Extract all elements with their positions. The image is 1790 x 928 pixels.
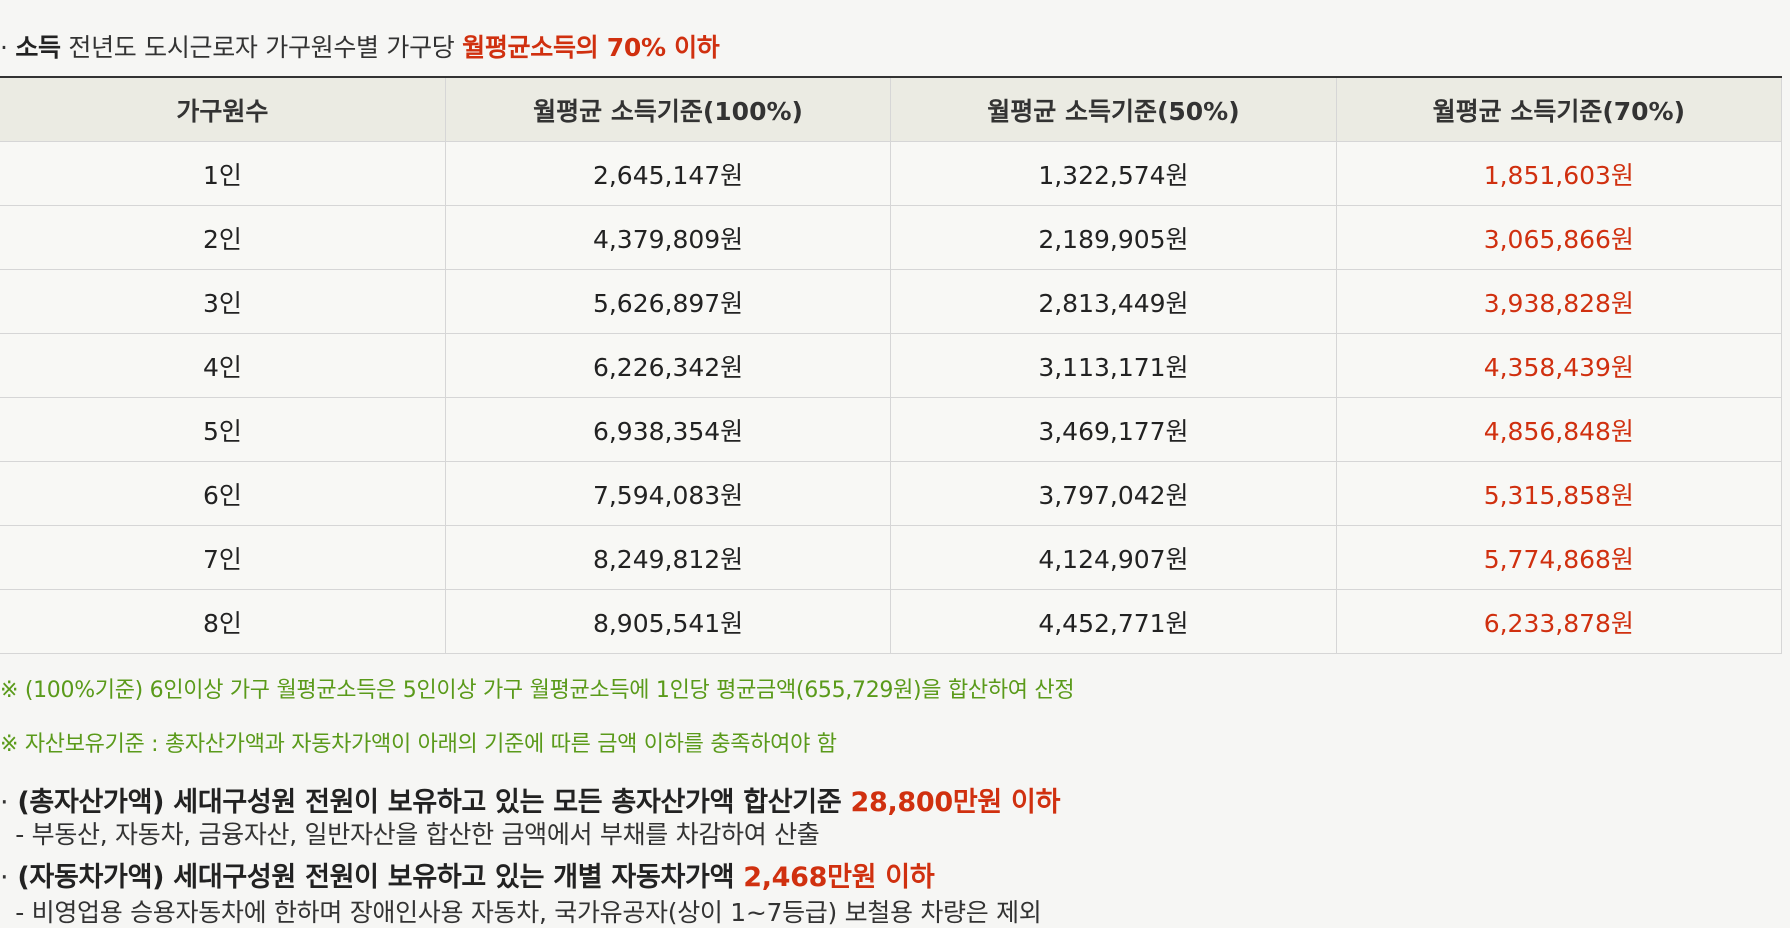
household-size-cell: 8인 [0,589,446,654]
car-value-text: (자동차가액) 세대구성원 전원이 보유하고 있는 개별 자동차가액 [8,862,744,893]
household-size-cell: 5인 [0,397,446,462]
income-100-cell: 2,645,147원 [445,141,892,206]
bullet: · [0,33,8,62]
table-row: 5인 6,938,354원 3,469,177원 4,856,848원 [0,397,1783,462]
table-row: 1인 2,645,147원 1,322,574원 1,851,603원 [0,141,1783,206]
table-row: 3인 5,626,897원 2,813,449원 3,938,828원 [0,269,1783,334]
total-asset-highlight: 28,800만원 이하 [850,787,1061,818]
household-size-cell: 3인 [0,269,446,334]
income-highlight: 월평균소득의 70% 이하 [462,33,720,62]
income-100-cell: 4,379,809원 [445,205,892,270]
note-six-plus-households: ※ (100%기준) 6인이상 가구 월평균소득은 5인이상 가구 월평균소득에… [0,678,1075,703]
household-size-cell: 6인 [0,461,446,526]
income-70-cell: 5,774,868원 [1336,525,1783,590]
note-asset-criteria: ※ 자산보유기준 : 총자산가액과 자동차가액이 아래의 기준에 따른 금액 이… [0,732,837,757]
income-50-cell: 4,452,771원 [890,589,1337,654]
income-70-cell: 4,856,848원 [1336,397,1783,462]
table-header-row: 가구원수 월평균 소득기준(100%) 월평균 소득기준(50%) 월평균 소득… [0,76,1783,142]
car-value-criteria-line: · (자동차가액) 세대구성원 전원이 보유하고 있는 개별 자동차가액 2,4… [0,855,935,894]
income-100-cell: 6,938,354원 [445,397,892,462]
income-70-cell: 6,233,878원 [1336,589,1783,654]
income-table: 가구원수 월평균 소득기준(100%) 월평균 소득기준(50%) 월평균 소득… [0,76,1783,654]
income-100-cell: 6,226,342원 [445,333,892,398]
income-50-cell: 4,124,907원 [890,525,1337,590]
header-income-50: 월평균 소득기준(50%) [890,76,1337,142]
income-100-cell: 8,249,812원 [445,525,892,590]
household-size-cell: 4인 [0,333,446,398]
income-70-cell: 1,851,603원 [1336,141,1783,206]
income-50-cell: 3,113,171원 [890,333,1337,398]
household-size-cell: 2인 [0,205,446,270]
table-row: 4인 6,226,342원 3,113,171원 4,358,439원 [0,333,1783,398]
income-text: 전년도 도시근로자 가구원수별 가구당 [60,33,463,62]
income-70-cell: 3,065,866원 [1336,205,1783,270]
total-asset-text: (총자산가액) 세대구성원 전원이 보유하고 있는 모든 총자산가액 합산기준 [8,787,851,818]
income-70-cell: 5,315,858원 [1336,461,1783,526]
income-100-cell: 8,905,541원 [445,589,892,654]
bullet: · [0,862,9,893]
header-household-size: 가구원수 [0,76,446,142]
income-70-cell: 4,358,439원 [1336,333,1783,398]
table-row: 7인 8,249,812원 4,124,907원 5,774,868원 [0,525,1783,590]
income-50-cell: 2,189,905원 [890,205,1337,270]
income-50-cell: 1,322,574원 [890,141,1337,206]
car-value-note: - 비영업용 승용자동차에 한하며 장애인사용 자동차, 국가유공자(상이 1~… [0,898,1042,927]
bullet: · [0,787,9,818]
table-row: 8인 8,905,541원 4,452,771원 6,233,878원 [0,589,1783,654]
table-row: 2인 4,379,809원 2,189,905원 3,065,866원 [0,205,1783,270]
household-size-cell: 7인 [0,525,446,590]
total-asset-note: - 부동산, 자동차, 금융자산, 일반자산을 합산한 금액에서 부채를 차감하… [0,820,820,849]
income-50-cell: 2,813,449원 [890,269,1337,334]
income-criteria-line: · 소득 전년도 도시근로자 가구원수별 가구당 월평균소득의 70% 이하 [0,28,720,64]
income-100-cell: 5,626,897원 [445,269,892,334]
income-100-cell: 7,594,083원 [445,461,892,526]
household-size-cell: 1인 [0,141,446,206]
header-income-100: 월평균 소득기준(100%) [445,76,892,142]
income-50-cell: 3,469,177원 [890,397,1337,462]
income-label: 소득 [15,33,61,62]
table-row: 6인 7,594,083원 3,797,042원 5,315,858원 [0,461,1783,526]
header-income-70: 월평균 소득기준(70%) [1336,76,1783,142]
total-asset-criteria-line: · (총자산가액) 세대구성원 전원이 보유하고 있는 모든 총자산가액 합산기… [0,780,1060,819]
income-50-cell: 3,797,042원 [890,461,1337,526]
income-70-cell: 3,938,828원 [1336,269,1783,334]
car-value-highlight: 2,468만원 이하 [743,862,935,893]
